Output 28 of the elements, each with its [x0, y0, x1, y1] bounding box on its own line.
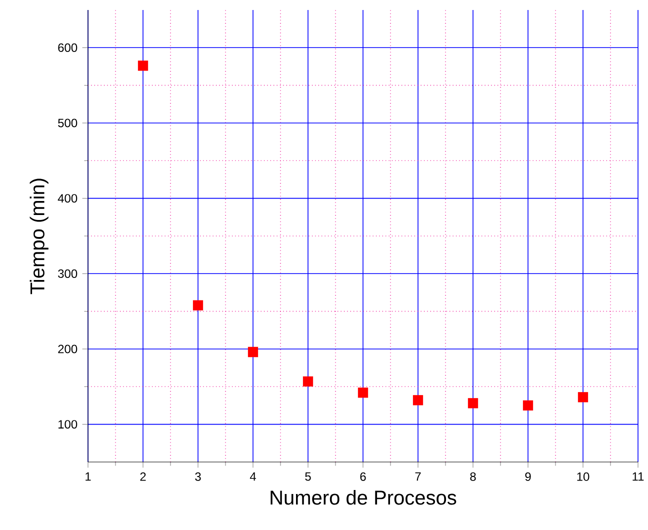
x-tick-label: 8 [470, 472, 476, 481]
x-tick-label: 1 [86, 472, 91, 481]
x-tick-label: 4 [250, 472, 256, 481]
y-tick-label: 600 [58, 43, 78, 52]
point [468, 398, 478, 408]
point [522, 400, 534, 411]
x-tick-label: 3 [195, 472, 201, 481]
y-tick-label: 500 [58, 118, 78, 128]
y-axis-title: Tiempo (min) [30, 178, 48, 294]
point [358, 388, 368, 398]
y-tick-label: 300 [58, 269, 78, 278]
y-tick-label: 200 [58, 344, 78, 354]
x-tick-label: 2 [140, 472, 146, 481]
x-tick-label: 5 [305, 472, 311, 481]
x-tick-label: 7 [415, 472, 421, 481]
point [192, 300, 204, 310]
x-axis-title: Numero de Procesos [270, 490, 456, 505]
x-tick-label: 9 [525, 472, 531, 481]
point [302, 376, 314, 386]
x-tick-label: 6 [360, 472, 366, 481]
point [578, 392, 588, 402]
x-tick-label: 10 [577, 472, 590, 481]
x-tick-label: 11 [632, 472, 644, 481]
y-tick-label: 100 [58, 420, 78, 429]
point [412, 395, 424, 406]
point [248, 346, 258, 358]
y-tick-label: 400 [58, 194, 78, 203]
point [138, 60, 148, 71]
